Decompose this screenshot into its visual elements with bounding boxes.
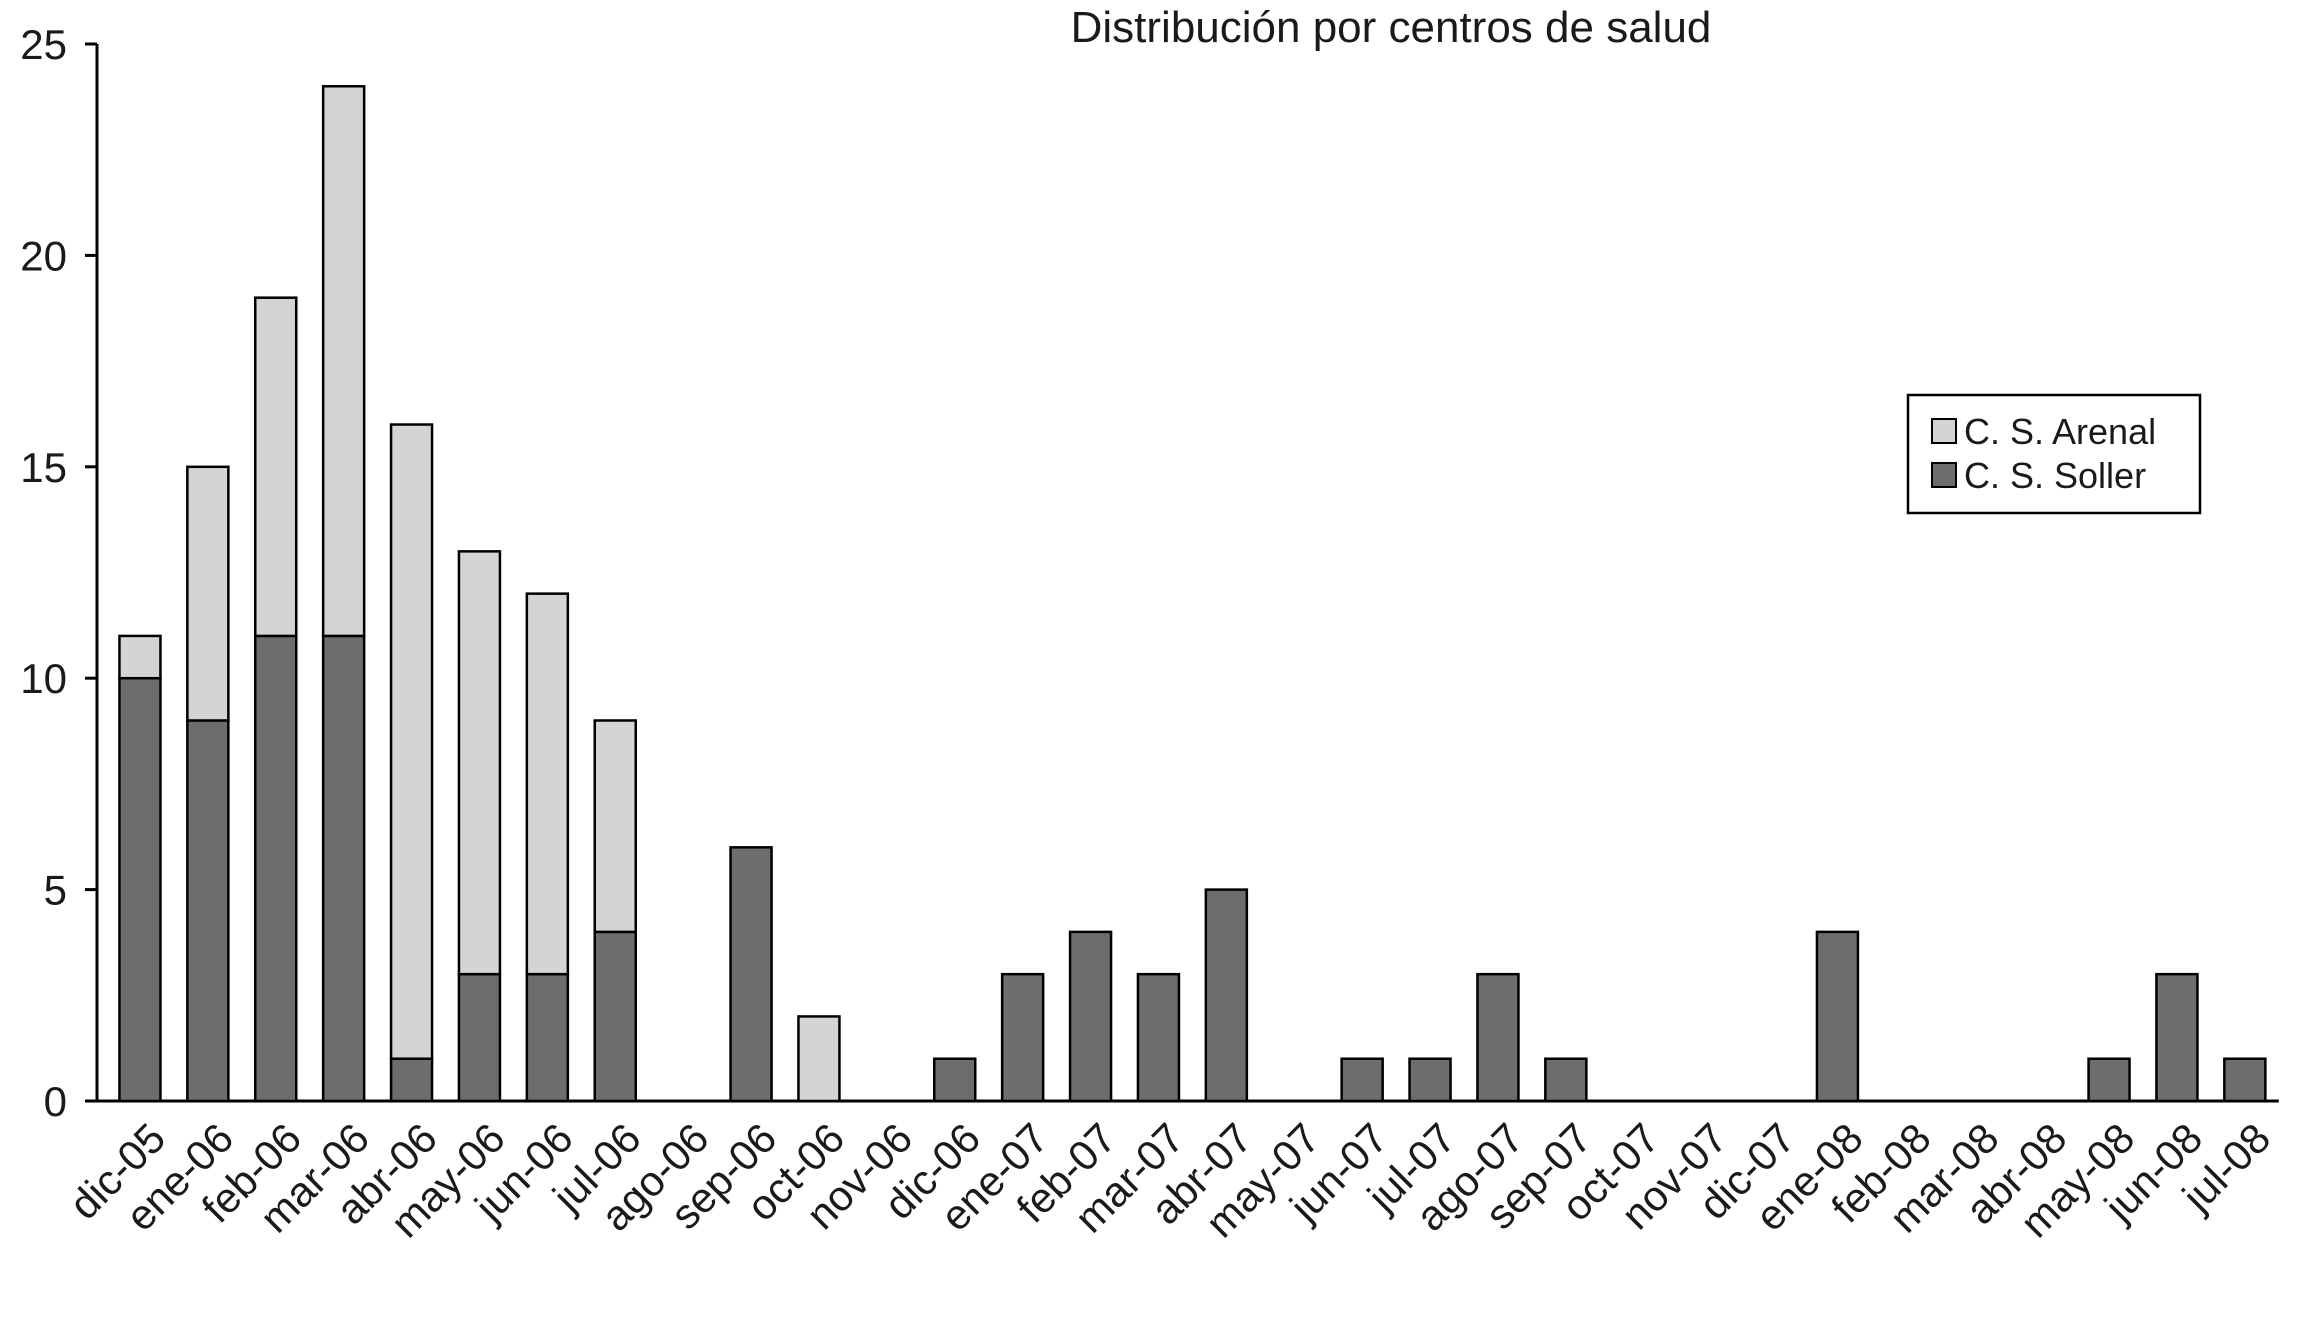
bar-segment: [729, 846, 773, 1103]
bar-segment: [1476, 972, 1520, 1103]
y-tick-label: 10: [20, 655, 67, 702]
bar-segment: [321, 634, 366, 1103]
bar-segment: [593, 930, 637, 1103]
bar-segment: [525, 972, 570, 1103]
legend-box: [1906, 393, 2202, 515]
bar-segment: [1815, 930, 1860, 1103]
legend-label: C. S. Soller: [1964, 455, 2146, 496]
bar-segment: [1408, 1057, 1452, 1103]
bar-segment: [1204, 888, 1249, 1103]
bar-segment: [797, 1015, 841, 1103]
bar-segment: [118, 676, 162, 1103]
y-tick-label: 25: [20, 21, 67, 68]
legend-swatch: [1931, 418, 1957, 444]
bar-segment: [457, 972, 502, 1103]
bar-segment: [254, 296, 298, 638]
bar-segment: [1136, 972, 1181, 1103]
y-tick-label: 20: [20, 232, 67, 279]
bar-segment: [457, 550, 502, 976]
bar-segment: [118, 634, 162, 680]
bar-segment: [186, 719, 230, 1103]
legend-label: C. S. Arenal: [1964, 411, 2156, 452]
legend-swatch: [1931, 462, 1957, 488]
y-tick-label: 5: [44, 867, 67, 914]
bar-segment: [1340, 1057, 1384, 1103]
bar-segment: [2087, 1057, 2131, 1103]
bar-segment: [525, 592, 570, 976]
bar-segment: [186, 465, 230, 722]
bar-segment: [2223, 1057, 2267, 1103]
y-tick-label: 15: [20, 444, 67, 491]
bar-segment: [593, 719, 637, 934]
bar-segment: [389, 423, 434, 1060]
bar-segment: [321, 85, 366, 638]
bar-segment: [1068, 930, 1113, 1103]
bar-segment: [389, 1057, 434, 1103]
y-tick-label: 0: [44, 1078, 67, 1125]
bar-segment: [933, 1057, 977, 1103]
bar-segment: [254, 634, 298, 1103]
bar-segment: [2155, 972, 2199, 1103]
bar-segment: [1544, 1057, 1588, 1103]
bar-segment: [1000, 972, 1045, 1103]
chart-title: Distribución por centros de salud: [1071, 3, 1712, 52]
